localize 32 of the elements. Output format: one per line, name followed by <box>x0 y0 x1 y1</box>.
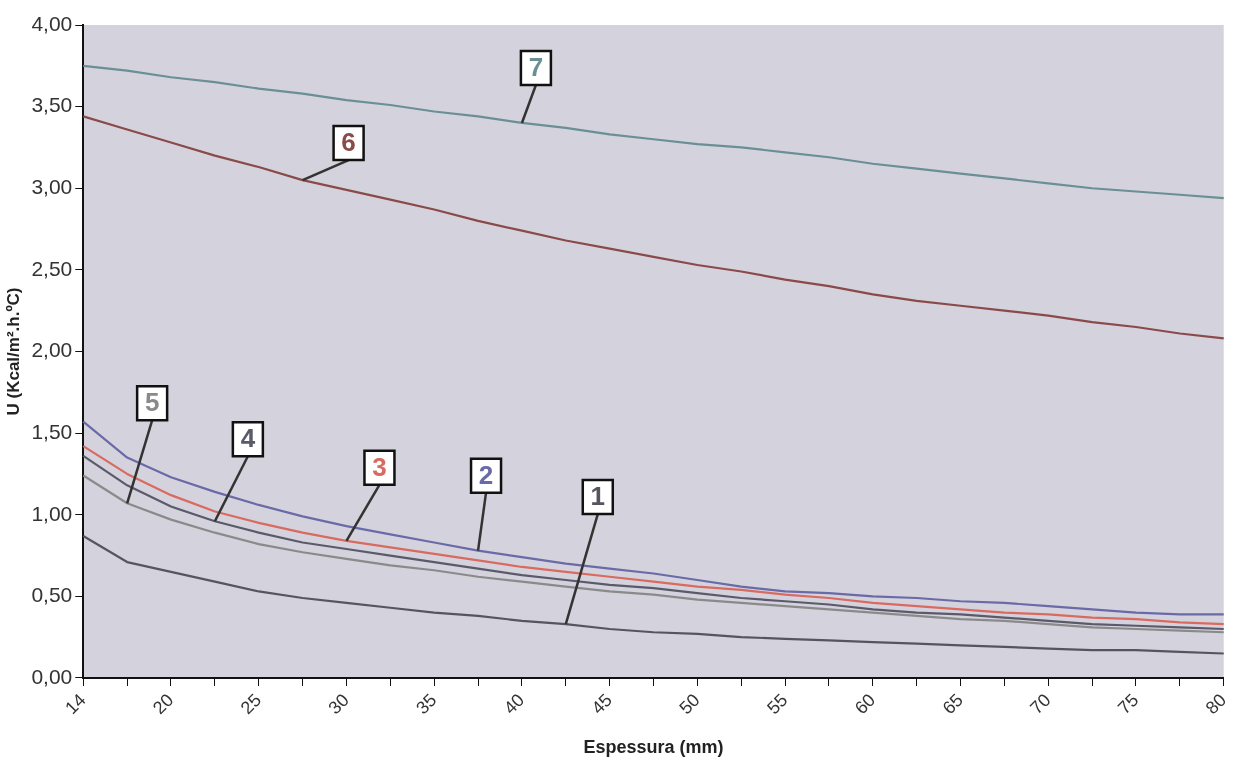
y-tick-label: 2,50 <box>31 256 73 280</box>
x-tick-label: 45 <box>587 689 616 719</box>
x-tick-label: 80 <box>1201 689 1231 719</box>
x-tick-label: 60 <box>850 689 880 719</box>
x-tick-label: 20 <box>149 689 178 719</box>
text: 4 <box>240 423 256 454</box>
x-tick-label: 75 <box>1114 689 1143 719</box>
x-tick-label: 35 <box>412 689 441 719</box>
y-tick-label: 3,50 <box>31 93 73 117</box>
x-tick-label: 14 <box>61 689 90 719</box>
text: 5 <box>144 387 160 418</box>
x-axis-title: Espessura (mm) <box>583 737 724 758</box>
x-tick-label: 70 <box>1026 689 1055 719</box>
series-label: 6 <box>341 127 356 158</box>
x-tick-label: 65 <box>938 689 967 719</box>
x-tick-label: 55 <box>763 689 792 719</box>
y-tick-label: 0,00 <box>31 664 73 688</box>
series-label: 7 <box>528 52 544 83</box>
text: 2 <box>478 459 494 490</box>
y-tick-label: 4,00 <box>31 11 73 35</box>
y-tick-label: 3,00 <box>31 175 73 199</box>
y-tick-label: 0,50 <box>31 583 73 607</box>
y-axis-title: U (Kcal/m².h.ºC) <box>3 287 23 416</box>
x-tick-label: 50 <box>675 689 704 719</box>
x-tick-label: 40 <box>499 689 529 719</box>
y-tick-label: 1,50 <box>31 419 73 443</box>
x-tick-label: 30 <box>324 689 353 719</box>
text: 3 <box>372 452 387 483</box>
y-tick-label: 2,00 <box>31 338 73 362</box>
y-tick-label: 1,00 <box>31 501 73 525</box>
x-tick-label: 25 <box>236 689 266 719</box>
text: 1 <box>590 481 606 512</box>
